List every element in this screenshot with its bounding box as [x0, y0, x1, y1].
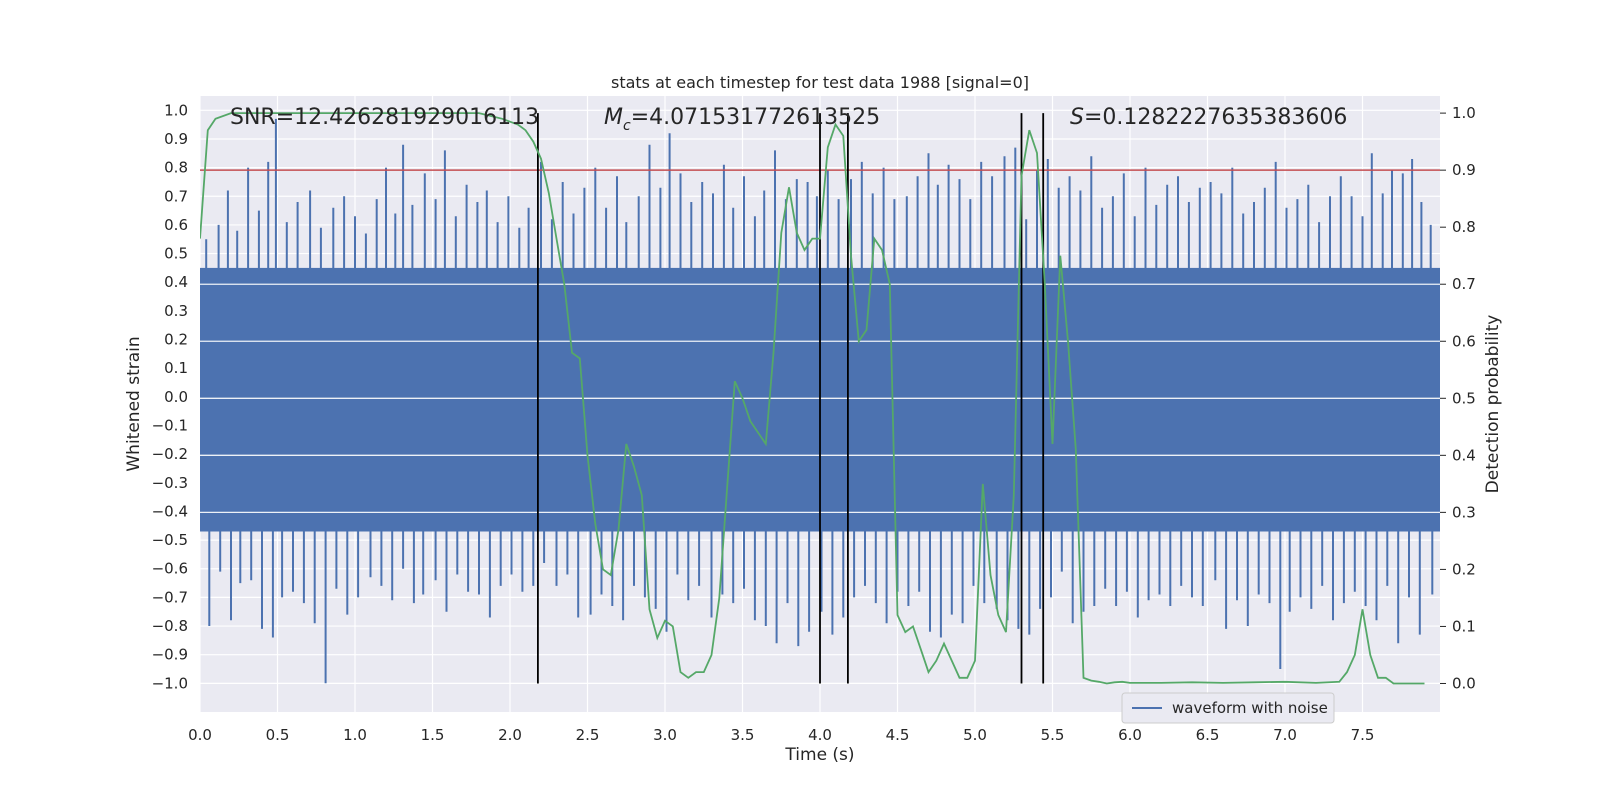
y-right-tick-label: 0.0	[1452, 674, 1476, 692]
x-tick-label: 4.5	[886, 726, 910, 744]
y-left-tick-label: −0.6	[152, 560, 188, 578]
y-left-tick-label: 1.0	[164, 101, 188, 119]
x-tick-label: 2.5	[576, 726, 600, 744]
y-left-tick-label: 0.2	[164, 331, 188, 349]
y-left-tick-label: −0.9	[152, 646, 188, 664]
x-tick-label: 7.0	[1273, 726, 1297, 744]
legend: waveform with noise	[1121, 692, 1335, 724]
y-left-tick-label: 0.3	[164, 302, 188, 320]
y-left-tick-label: −0.5	[152, 531, 188, 549]
y-right-tick-label: 0.9	[1452, 161, 1476, 179]
y-right-tick-label: 0.7	[1452, 275, 1476, 293]
x-tick-label: 6.0	[1118, 726, 1142, 744]
chirp-mass-symbol: M	[604, 105, 623, 130]
waveform-spikes	[205, 118, 1434, 684]
x-tick-label: 0.5	[266, 726, 290, 744]
x-tick-label: 0.0	[188, 726, 212, 744]
s-value: =0.1282227635383606	[1084, 105, 1347, 130]
y-left-tick-label: 0.0	[164, 388, 188, 406]
y-left-tick-label: −0.8	[152, 617, 188, 635]
x-tick-label: 5.0	[963, 726, 987, 744]
y-right-tick-label: 1.0	[1452, 104, 1476, 122]
y-left-tick-label: 0.8	[164, 159, 188, 177]
s-annotation: S=0.1282227635383606	[1070, 105, 1347, 130]
x-tick-label: 3.0	[653, 726, 677, 744]
x-tick-label: 4.0	[808, 726, 832, 744]
y-right-tick-label: 0.1	[1452, 617, 1476, 635]
y-left-tick-label: 0.6	[164, 216, 188, 234]
y-right-tick-label: 0.8	[1452, 218, 1476, 236]
y-axis-left-label: Whitened strain	[124, 336, 144, 471]
y-left-tick-label: −0.4	[152, 502, 188, 520]
chirp-mass-subscript: c	[623, 118, 631, 134]
x-tick-label: 2.0	[498, 726, 522, 744]
chirp-mass-annotation: Mc=4.071531772613525	[604, 105, 880, 134]
snr-annotation: SNR=12.426281929016113	[230, 105, 539, 130]
y-left-tick-label: −0.1	[152, 416, 188, 434]
y-left-tick-label: 0.1	[164, 359, 188, 377]
y-right-tick-label: 0.2	[1452, 560, 1476, 578]
chart-title: stats at each timestep for test data 198…	[611, 73, 1029, 92]
chirp-mass-value: =4.071531772613525	[631, 105, 880, 130]
y-left-tick-label: −0.2	[152, 445, 188, 463]
y-right-tick-label: 0.3	[1452, 503, 1476, 521]
x-axis-label: Time (s)	[784, 745, 854, 765]
y-axis-right-ticks: 0.0 0.1 0.2 0.3 0.4 0.5 0.6 0.7 0.8 0.9 1.0	[1440, 104, 1476, 692]
x-tick-label: 1.0	[343, 726, 367, 744]
x-tick-label: 6.5	[1196, 726, 1220, 744]
legend-label: waveform with noise	[1172, 699, 1328, 717]
s-symbol: S	[1070, 105, 1084, 130]
x-axis-ticks: 0.0 0.5 1.0 1.5 2.0 2.5 3.0 3.5 4.0 4.5 5.0 5.5 6.0 6…	[188, 726, 1374, 744]
x-tick-label: 3.5	[731, 726, 755, 744]
y-left-tick-label: 0.5	[164, 245, 188, 263]
x-tick-label: 5.5	[1041, 726, 1065, 744]
x-tick-label: 7.5	[1351, 726, 1375, 744]
y-left-tick-label: −0.7	[152, 588, 188, 606]
y-left-tick-label: 0.9	[164, 130, 188, 148]
y-right-tick-label: 0.6	[1452, 332, 1476, 350]
y-left-tick-label: −1.0	[152, 674, 188, 692]
y-axis-left-ticks: −1.0 −0.9 −0.8 −0.7 −0.6 −0.5 −0.4 −0.3 −0.2 −0.1…	[152, 101, 188, 692]
detection-probability-series	[200, 112, 1425, 685]
y-axis-right-label: Detection probability	[1483, 315, 1503, 494]
y-right-tick-label: 0.5	[1452, 389, 1476, 407]
y-left-tick-label: −0.3	[152, 474, 188, 492]
detection-probability-line	[200, 112, 1425, 685]
legend-box	[1121, 692, 1335, 724]
y-right-tick-label: 0.4	[1452, 446, 1476, 464]
y-left-tick-label: 0.7	[164, 187, 188, 205]
y-left-tick-label: 0.4	[164, 273, 188, 291]
x-tick-label: 1.5	[421, 726, 445, 744]
